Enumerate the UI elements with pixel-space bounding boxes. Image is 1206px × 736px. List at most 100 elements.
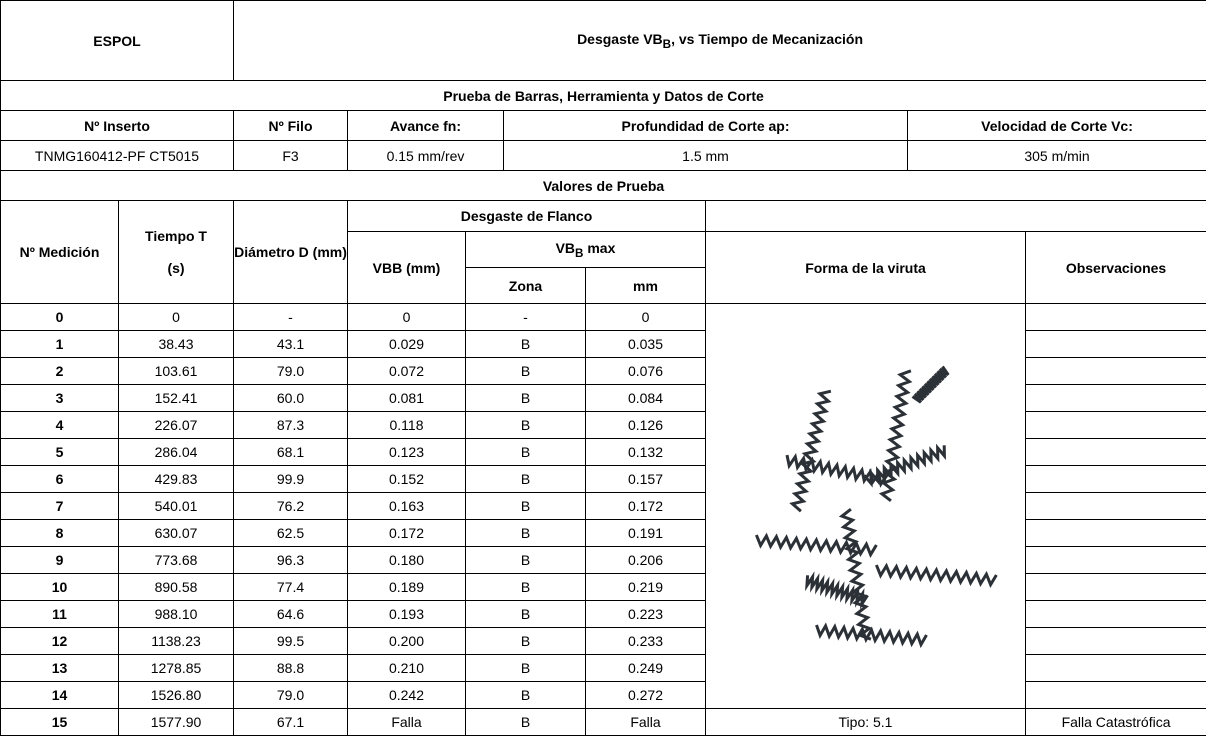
measurement-id: 5 (1, 439, 119, 466)
vbb-max: 0.219 (586, 574, 706, 601)
measurement-id: 2 (1, 358, 119, 385)
zone: B (466, 547, 586, 574)
zone: B (466, 385, 586, 412)
time: 540.01 (119, 493, 234, 520)
zone: B (466, 709, 586, 736)
measurement-id: 15 (1, 709, 119, 736)
section-title: Valores de Prueba (1, 171, 1206, 201)
time: 1278.85 (119, 655, 234, 682)
observation-empty (1026, 385, 1206, 412)
observation-empty (1026, 574, 1206, 601)
header-part: max (583, 240, 615, 256)
vbb-max: 0.126 (586, 412, 706, 439)
zone: B (466, 601, 586, 628)
vbb-max: 0.084 (586, 385, 706, 412)
diameter: 76.2 (234, 493, 348, 520)
vbb-max: 0.157 (586, 466, 706, 493)
observation-empty (1026, 601, 1206, 628)
zone: B (466, 655, 586, 682)
observation-empty (1026, 439, 1206, 466)
setup-value: 1.5 mm (504, 141, 908, 171)
vbb-max: 0.206 (586, 547, 706, 574)
measurement-id: 3 (1, 385, 119, 412)
measurement-id: 1 (1, 331, 119, 358)
time: 152.41 (119, 385, 234, 412)
col-header: Forma de la viruta (706, 232, 1026, 304)
chip (864, 445, 944, 483)
vbb: 0.193 (348, 601, 466, 628)
zone: B (466, 358, 586, 385)
title: Desgaste VBB, vs Tiempo de Mecanización (234, 1, 1206, 81)
measurement-id: 4 (1, 412, 119, 439)
diameter: 64.6 (234, 601, 348, 628)
blank-cell (706, 201, 1206, 232)
vbb-max: 0.172 (586, 493, 706, 520)
observation-empty (1026, 628, 1206, 655)
zone: B (466, 331, 586, 358)
vbb: 0.123 (348, 439, 466, 466)
observation-empty (1026, 655, 1206, 682)
table-row: Prueba de Barras, Herramienta y Datos de… (1, 81, 1206, 111)
vbb: 0.210 (348, 655, 466, 682)
diameter: 79.0 (234, 358, 348, 385)
title-part: Desgaste VB (577, 31, 663, 47)
col-header: Zona (466, 268, 586, 304)
measurement-id: 9 (1, 547, 119, 574)
time: 103.61 (119, 358, 234, 385)
time: 38.43 (119, 331, 234, 358)
chip (816, 625, 926, 645)
diameter: 68.1 (234, 439, 348, 466)
time: 1526.80 (119, 682, 234, 709)
vbb: 0.189 (348, 574, 466, 601)
chip (881, 370, 910, 500)
col-header: VBB max (466, 232, 706, 268)
chip-label: Tipo: 5.1 (706, 709, 1026, 736)
chip (841, 509, 870, 639)
vbb: 0 (348, 304, 466, 331)
measurement-id: 0 (1, 304, 119, 331)
vbb-max: 0.223 (586, 601, 706, 628)
observation-empty (1026, 412, 1206, 439)
diameter: 99.5 (234, 628, 348, 655)
diameter: - (234, 304, 348, 331)
measurement-id: 8 (1, 520, 119, 547)
col-header: Nº Medición (1, 201, 119, 304)
setup-value: 305 m/min (908, 141, 1206, 171)
setup-value: F3 (234, 141, 348, 171)
zone: B (466, 682, 586, 709)
measurement-id: 14 (1, 682, 119, 709)
diameter: 79.0 (234, 682, 348, 709)
col-header: Desgaste de Flanco (348, 201, 706, 232)
observation-empty (1026, 682, 1206, 709)
chip-image (706, 304, 1026, 709)
setup-value: 0.15 mm/rev (348, 141, 504, 171)
vbb: 0.180 (348, 547, 466, 574)
diameter: 96.3 (234, 547, 348, 574)
vbb-max: Falla (586, 709, 706, 736)
col-header: Tiempo T(s) (119, 201, 234, 304)
vbb: 0.200 (348, 628, 466, 655)
diameter: 77.4 (234, 574, 348, 601)
vbb: 0.163 (348, 493, 466, 520)
zone: B (466, 439, 586, 466)
time: 0 (119, 304, 234, 331)
chip (876, 565, 996, 585)
header-part: VB (556, 240, 575, 256)
vbb: 0.242 (348, 682, 466, 709)
